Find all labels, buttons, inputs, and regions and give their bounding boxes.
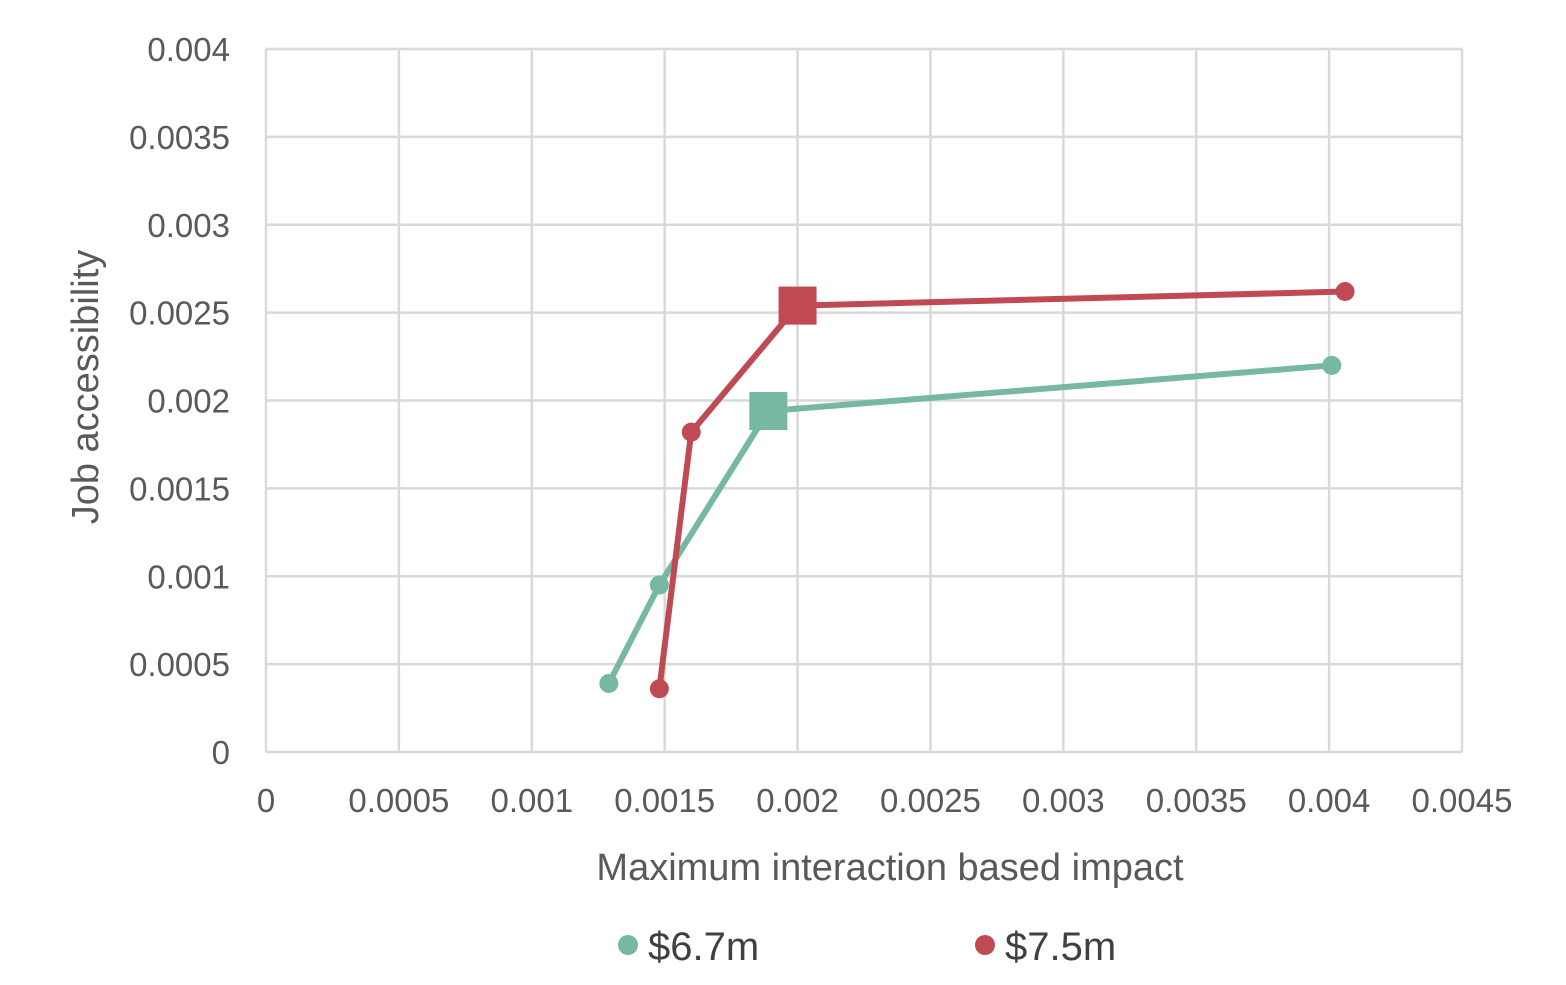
series-0 xyxy=(599,355,1342,693)
y-tick-label: 0.002 xyxy=(147,383,230,420)
x-tick-label: 0 xyxy=(257,782,275,819)
data-point xyxy=(649,679,669,699)
x-tick-label: 0.0045 xyxy=(1412,782,1513,819)
y-tick-label: 0.0015 xyxy=(129,470,230,507)
legend-marker xyxy=(975,935,995,955)
legend-marker xyxy=(618,935,638,955)
data-point xyxy=(1322,355,1342,375)
x-tick-label: 0.003 xyxy=(1022,782,1105,819)
highlight-marker xyxy=(749,392,788,431)
y-tick-label: 0.0035 xyxy=(129,119,230,156)
x-tick-labels: 0 0.0005 0.001 0.0015 0.002 0.0025 0.003 0.0035… xyxy=(257,782,1513,819)
series-1 xyxy=(649,282,1355,699)
series-line xyxy=(606,362,1333,685)
data-point xyxy=(1335,282,1355,302)
x-tick-label: 0.0035 xyxy=(1146,782,1247,819)
x-tick-label: 0.0015 xyxy=(614,782,715,819)
highlight-marker xyxy=(778,286,817,325)
legend-label: $6.7m xyxy=(648,925,759,969)
x-axis-title: Maximum interaction based impact xyxy=(596,847,1184,889)
y-tick-label: 0.0025 xyxy=(129,295,230,332)
y-tick-label: 0.003 xyxy=(147,207,230,244)
series-layer xyxy=(599,282,1355,699)
x-tick-label: 0.0005 xyxy=(348,782,449,819)
x-tick-label: 0.004 xyxy=(1288,782,1371,819)
y-tick-label: 0.004 xyxy=(147,31,230,68)
legend: $6.7m $7.5m xyxy=(618,925,1116,969)
data-point xyxy=(599,673,619,693)
y-tick-labels: 0 0.0005 0.001 0.0015 0.002 0.0025 0.003 0.0035… xyxy=(129,31,230,771)
data-point xyxy=(681,422,701,442)
y-tick-label: 0 xyxy=(212,734,230,771)
series-line xyxy=(656,288,1346,690)
x-tick-label: 0.001 xyxy=(490,782,573,819)
y-axis-title: Job accessibility xyxy=(65,250,107,525)
x-tick-label: 0.0025 xyxy=(880,782,981,819)
y-tick-label: 0.0005 xyxy=(129,646,230,683)
x-tick-label: 0.002 xyxy=(756,782,839,819)
legend-label: $7.5m xyxy=(1005,925,1116,969)
y-tick-label: 0.001 xyxy=(147,558,230,595)
gridlines xyxy=(264,47,1464,754)
data-point xyxy=(649,575,669,595)
